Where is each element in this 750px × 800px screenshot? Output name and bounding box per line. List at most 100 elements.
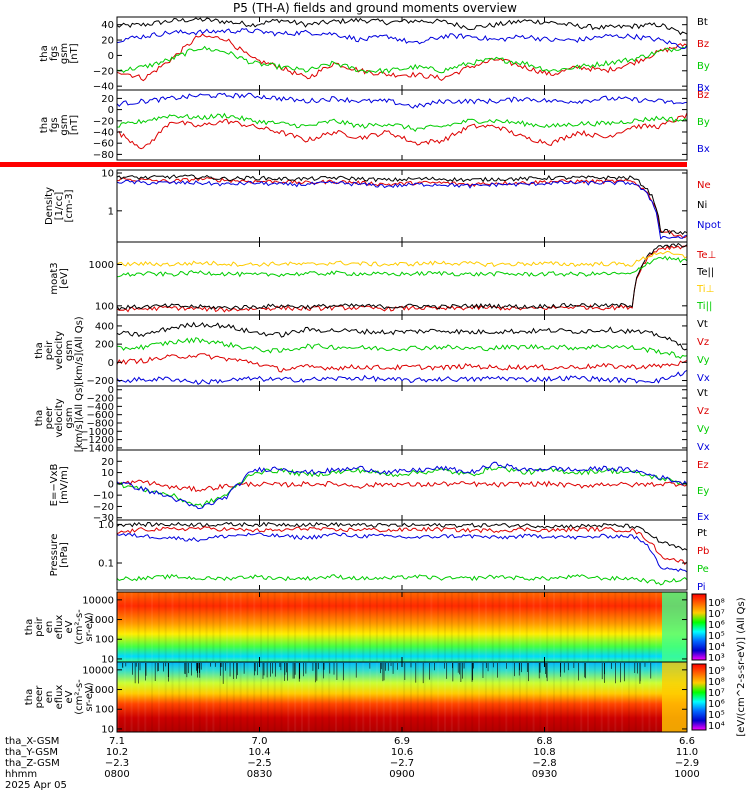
y-tick-label: −30 <box>93 513 114 524</box>
legend-Pt: Pt <box>697 528 707 539</box>
series-line-Ti⊥ <box>116 250 688 268</box>
y-axis-label-line: en <box>44 691 55 704</box>
y-tick-label: 0 <box>108 479 114 490</box>
spectrogram-streak <box>600 662 603 732</box>
spectrogram-streak <box>478 592 481 662</box>
legend-Te||: Te|| <box>696 267 714 278</box>
spectrogram-streak <box>600 592 603 662</box>
spectrogram-streak <box>498 662 501 732</box>
y-axis-label-line: tha <box>24 619 35 635</box>
x-axis-row-label: tha_X-GSM <box>5 736 59 747</box>
y-tick-label: 400 <box>95 321 114 332</box>
legend-Bx: Bx <box>697 144 710 155</box>
y-tick-label: 100 <box>95 635 114 646</box>
colorbar-tick: 10⁴ <box>708 642 725 653</box>
spectrogram-streak <box>164 592 167 662</box>
spectrogram-streak <box>300 662 303 732</box>
spectrogram-streak <box>232 592 235 662</box>
y-axis-label-line: fgs <box>49 117 60 132</box>
spectrogram-tail <box>662 592 687 662</box>
spectrogram-streak <box>212 592 215 662</box>
y-tick-label: 100 <box>95 705 114 716</box>
y-tick-label: 200 <box>95 340 114 351</box>
spectrogram-streak <box>266 592 269 662</box>
spectrogram-streak <box>287 662 290 732</box>
y-tick-label: 20 <box>101 36 114 47</box>
spectrogram-streak <box>423 662 426 732</box>
legend-Vy: Vy <box>697 424 710 435</box>
spectrogram-streak <box>518 592 521 662</box>
panel-frame <box>116 385 688 451</box>
spectrogram-streak <box>382 592 385 662</box>
y-tick-label: −1400 <box>80 443 114 454</box>
series-line-Ti|| <box>116 255 688 278</box>
series-line-Pt <box>116 521 688 551</box>
spectrogram-streak <box>164 662 167 732</box>
legend-Bz: Bz <box>697 90 709 101</box>
legend-Vx: Vx <box>697 442 710 453</box>
spectrogram-streak <box>273 662 276 732</box>
spectrogram-streak <box>151 592 154 662</box>
legend-Vy: Vy <box>697 355 710 366</box>
spectrogram-streak <box>539 662 542 732</box>
series-line-Bx <box>116 92 688 109</box>
spectrogram-streak <box>375 592 378 662</box>
spectrogram-streak <box>559 592 562 662</box>
x-axis-row-value: −2.5 <box>247 758 271 769</box>
spectrogram-streak <box>423 592 426 662</box>
y-axis-label-line: peir <box>34 616 45 636</box>
series-line-Vz <box>116 353 688 373</box>
spectrogram-streak <box>382 662 385 732</box>
y-tick-label: −80 <box>93 150 114 161</box>
spectrogram-streak <box>137 592 140 662</box>
spectrogram-streak <box>219 592 222 662</box>
spectrogram-streak <box>518 662 521 732</box>
y-axis-label-line: (cm²-s- <box>74 679 85 715</box>
spectrogram-streak <box>457 662 460 732</box>
spectrogram-streak <box>185 592 188 662</box>
y-tick-label: 1000 <box>89 260 114 271</box>
y-tick-label: 10000 <box>82 595 114 606</box>
spectrogram-streak <box>655 592 658 662</box>
y-tick-label: 40 <box>101 20 114 31</box>
legend-Npot: Npot <box>697 220 721 231</box>
y-tick-label: 20 <box>101 94 114 105</box>
spectrogram-streak <box>205 592 208 662</box>
panel-fgs: tha fgs gsm [nT] 40 20 0 −20 −40 Bt Bz By Bx <box>39 16 710 94</box>
spectrogram-streak <box>314 662 317 732</box>
y-tick-label: 1000 <box>89 615 114 626</box>
y-axis-label: tha peer velocity gsm [km/s](All Qs) <box>34 384 85 452</box>
spectrogram-streak <box>198 662 201 732</box>
colorbar-tick: 10⁵ <box>708 631 725 642</box>
spectrogram-streak <box>273 592 276 662</box>
spectrogram-streak <box>369 592 372 662</box>
panel-peer-spec: tha peer en eflux eV (cm²-s-sr-eV) 10000 1000 10… <box>24 661 688 735</box>
spectrogram-streak <box>546 592 549 662</box>
y-tick-label: 10000 <box>82 665 114 676</box>
spectrogram-streak <box>321 662 324 732</box>
y-axis-label-line: tha <box>34 410 45 426</box>
legend-By: By <box>697 61 710 72</box>
spectrogram-streak <box>239 662 242 732</box>
y-tick-label: 1000 <box>89 685 114 696</box>
spectrogram-streak <box>239 592 242 662</box>
spectrogram-streak <box>580 592 583 662</box>
colorbar-tick: 10³ <box>708 653 725 664</box>
x-axis-row-value: 10.6 <box>391 747 413 758</box>
y-axis-label-line: tha <box>24 689 35 705</box>
y-axis-label-line: [mV/m] <box>59 466 70 504</box>
spectrogram-streak <box>185 662 188 732</box>
y-axis-label-line: peer <box>34 685 45 709</box>
panel-frame <box>116 241 688 316</box>
spectrogram-streak <box>362 662 365 732</box>
spectrogram-streak <box>396 662 399 732</box>
spectrogram-streak <box>512 592 515 662</box>
y-axis-label-line: [1/cc] <box>54 192 65 221</box>
spectrogram-streak <box>117 662 119 732</box>
y-tick-label: 1.0 <box>98 520 114 531</box>
spectrogram-streak <box>212 662 215 732</box>
y-axis-label-line: peir <box>44 340 55 360</box>
x-axis-row-value: 6.8 <box>537 736 553 747</box>
spectrogram-streak <box>144 592 147 662</box>
